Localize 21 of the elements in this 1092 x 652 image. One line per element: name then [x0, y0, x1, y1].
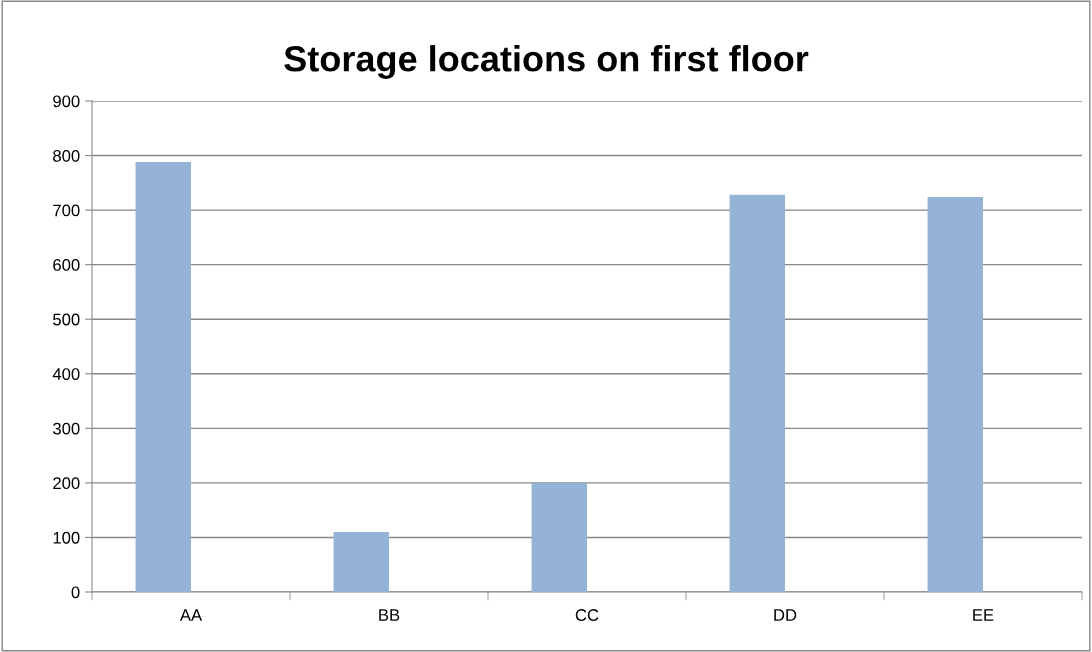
bar	[333, 531, 389, 592]
y-tick-label: 500	[53, 313, 80, 326]
bar	[927, 197, 983, 592]
x-tick-label: AA	[179, 609, 203, 621]
y-tick-label: 600	[53, 259, 80, 271]
bar	[729, 194, 785, 592]
chart-title: Storage locations on first floor	[284, 45, 809, 79]
bar	[135, 162, 191, 592]
y-tick-label: 800	[53, 149, 80, 162]
y-tick-label: 900	[53, 95, 80, 108]
y-tick-label: 300	[53, 422, 80, 435]
x-tick-label: BB	[379, 609, 400, 621]
y-tick-label: 400	[52, 368, 80, 380]
x-tick-label: CC	[575, 609, 599, 621]
y-tick-label: 0	[71, 586, 80, 599]
x-tick-label: EE	[973, 609, 994, 621]
bar	[531, 482, 587, 592]
y-tick-label: 700	[53, 204, 80, 217]
y-tick-label: 200	[53, 477, 80, 490]
y-tick-label: 100	[53, 531, 80, 544]
x-tick-label: DD	[774, 609, 797, 621]
